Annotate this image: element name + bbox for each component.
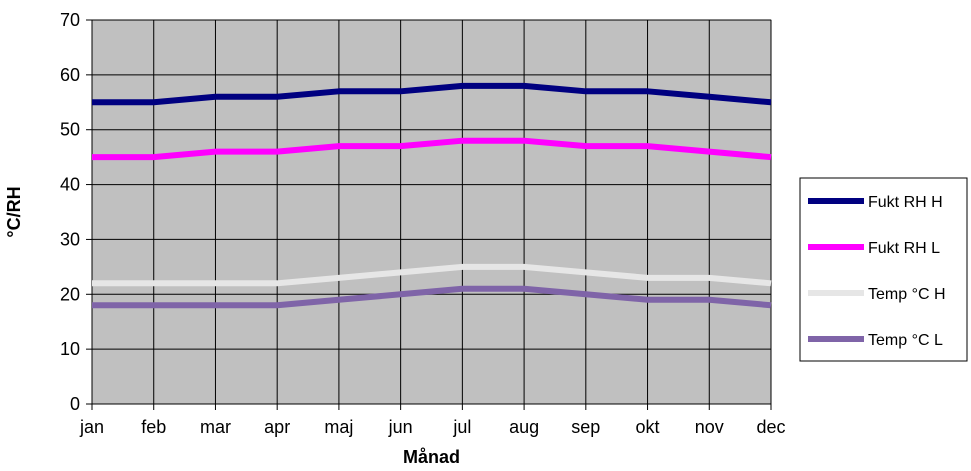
x-tick-label: apr (264, 417, 290, 437)
axes (86, 19, 772, 410)
legend-label: Temp °C H (868, 286, 946, 303)
series-lines (92, 82, 772, 309)
x-tick-label: dec (756, 417, 785, 437)
y-axis-title: °C/RH (4, 186, 24, 237)
x-tick-label: nov (695, 417, 724, 437)
x-tick-label: okt (636, 417, 660, 437)
x-tick-label: sep (571, 417, 600, 437)
y-tick-label: 40 (60, 175, 80, 195)
x-tick-label: jul (452, 417, 471, 437)
series-line (92, 285, 772, 309)
x-tick-label: maj (324, 417, 353, 437)
y-tick-labels: 0 10 20 30 40 50 60 70 (60, 10, 80, 414)
plot-area (91, 19, 772, 405)
series-line (92, 137, 772, 161)
gridlines (92, 19, 772, 404)
x-tick-label: jun (388, 417, 413, 437)
legend: Fukt RH H Fukt RH L Temp °C H Temp °C L (799, 177, 968, 362)
x-tick-label: feb (141, 417, 166, 437)
series-line (92, 263, 772, 287)
x-tick-label: aug (509, 417, 539, 437)
x-tick-label: mar (200, 417, 231, 437)
x-axis-title: Månad (403, 447, 460, 467)
x-tick-label: jan (79, 417, 104, 437)
series-line (92, 82, 772, 106)
legend-label: Temp °C L (868, 332, 943, 349)
y-tick-label: 10 (60, 339, 80, 359)
x-tick-labels: jan feb mar apr maj jun jul aug sep okt nov dec (79, 417, 786, 437)
y-tick-label: 0 (70, 394, 80, 414)
legend-label: Fukt RH H (868, 194, 943, 211)
legend-label: Fukt RH L (868, 240, 940, 257)
legend-box (799, 177, 968, 362)
y-tick-label: 50 (60, 120, 80, 140)
y-tick-label: 30 (60, 229, 80, 249)
y-tick-label: 20 (60, 284, 80, 304)
y-tick-label: 70 (60, 10, 80, 30)
y-tick-label: 60 (60, 65, 80, 85)
